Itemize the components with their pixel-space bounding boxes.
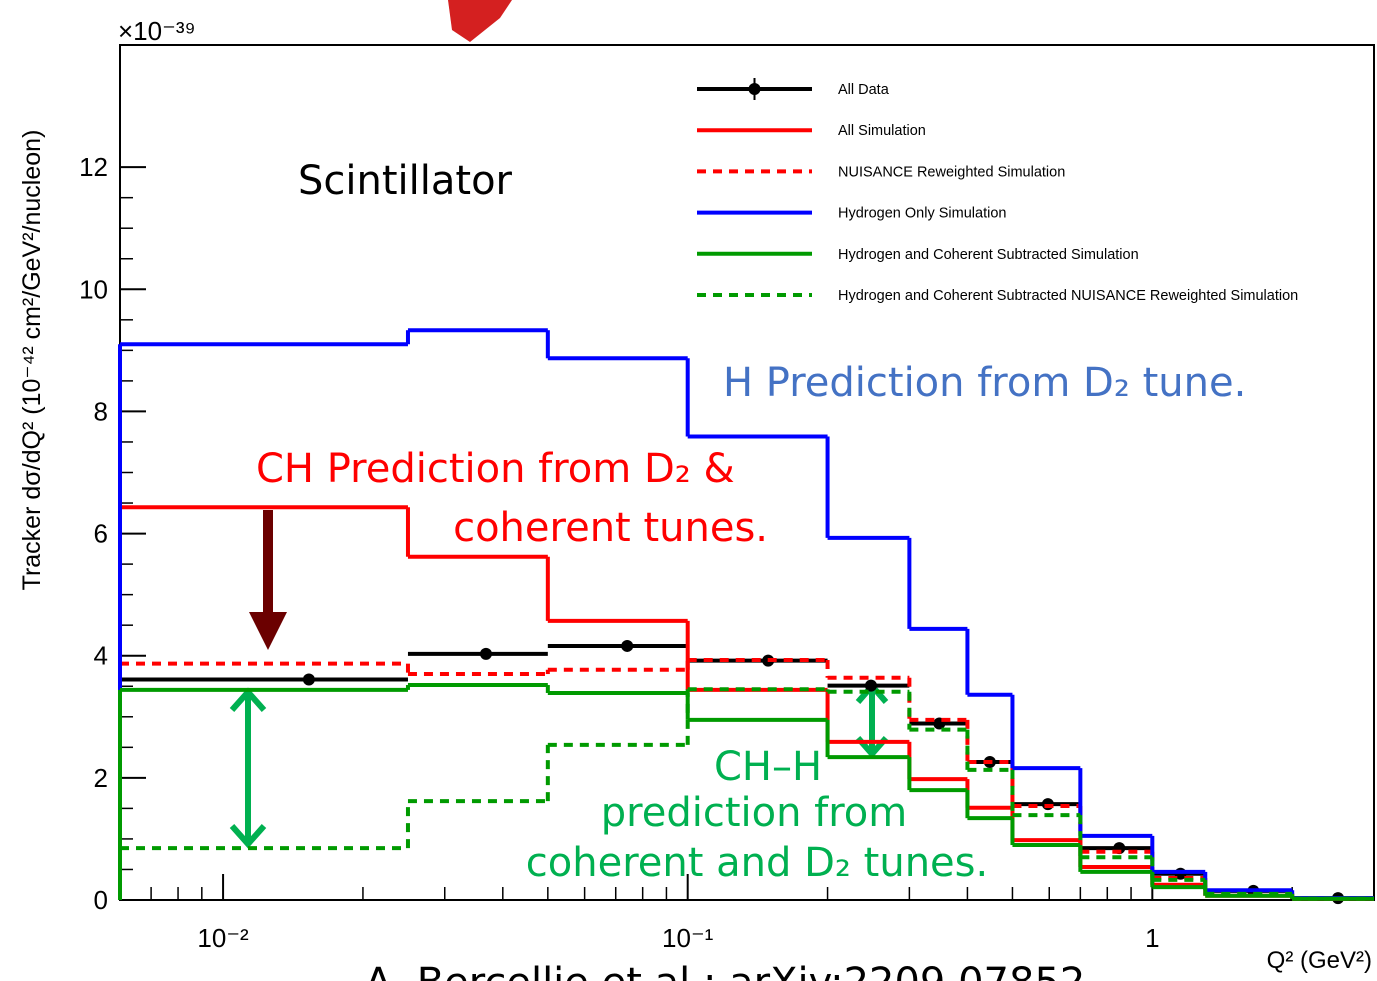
diff-prediction-label: CH–H [714,744,822,790]
y-tick-label: 6 [94,519,108,549]
x-tick-label: 10⁻² [197,923,249,953]
legend-label: All Simulation [838,123,926,139]
legend-entry: All Simulation [697,123,926,139]
h-prediction-label: H Prediction from D₂ tune. [723,360,1246,406]
material-label: Scintillator [298,158,513,204]
diff-prediction-label: coherent and D₂ tunes. [526,840,988,886]
data-point [302,673,315,686]
y-tick-label: 2 [94,763,108,793]
ch-prediction-label: coherent tunes. [453,505,768,551]
data-point [864,679,877,692]
y-tick-label: 10 [79,274,108,304]
x-tick-label: 10⁻¹ [662,923,714,953]
y-tick-label: 0 [94,885,108,915]
series [118,687,1374,901]
legend-label: NUISANCE Reweighted Simulation [838,164,1065,180]
y-tick-label: 8 [94,396,108,426]
x-tick-label: 1 [1145,923,1159,953]
y-tick-label: 4 [94,641,108,671]
y-tick-label: 12 [79,152,108,182]
y-axis-label: Tracker dσ/dQ² (10⁻⁴² cm²/GeV²/nucleon) [18,130,46,591]
legend-label: Hydrogen Only Simulation [838,206,1006,222]
legend-entry: NUISANCE Reweighted Simulation [697,164,1065,180]
ch-prediction-label: CH Prediction from D₂ & [256,446,735,492]
x-axis-label: Q² (GeV²) [1267,947,1372,974]
diff-prediction-label: prediction from [601,790,907,836]
legend-entry: Hydrogen Only Simulation [697,206,1006,222]
citation: A. Bercellie et al.: arXiv:2209.07852 [365,960,1086,981]
legend-label: All Data [838,82,890,98]
legend-label: Hydrogen and Coherent Subtracted Simulat… [838,247,1139,263]
data-point [621,639,634,652]
legend-entry: Hydrogen and Coherent Subtracted Simulat… [697,247,1139,263]
legend-label: Hydrogen and Coherent Subtracted NUISANC… [838,288,1298,304]
y-multiplier: ×10⁻³⁹ [118,16,196,46]
double-arrow [229,687,267,849]
logo-fragment [448,0,512,42]
data-point [479,647,492,660]
legend-entry: All Data [697,78,890,100]
legend-entry: Hydrogen and Coherent Subtracted NUISANC… [697,288,1298,304]
arrow [249,510,287,650]
